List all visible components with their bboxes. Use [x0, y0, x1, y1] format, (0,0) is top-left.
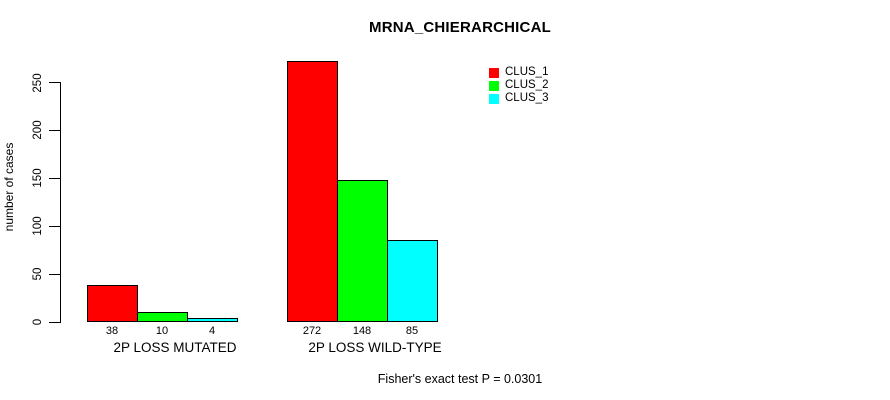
y-axis-line [59, 82, 61, 323]
legend-item-clus_1: CLUS_1 [489, 66, 548, 79]
legend-label: CLUS_1 [505, 66, 549, 78]
legend-item-clus_3: CLUS_3 [489, 92, 548, 105]
category-label: 2P LOSS WILD-TYPE [308, 340, 442, 355]
y-axis-tick [48, 273, 60, 275]
legend-color-swatch [489, 80, 499, 91]
legend-item-clus_2: CLUS_2 [489, 79, 548, 92]
chart-title: MRNA_CHIERARCHICAL [369, 19, 551, 36]
bar-clus_3-group2 [387, 240, 438, 323]
bar-clus_1-group1 [87, 285, 138, 323]
y-axis-tick [48, 129, 60, 131]
y-axis-tick [48, 177, 60, 179]
y-axis-tick-label: 50 [32, 267, 44, 281]
legend-color-swatch [489, 67, 499, 78]
bar-value-label: 10 [155, 325, 169, 337]
bar-clus_1-group2 [287, 60, 338, 323]
y-axis-tick [48, 321, 60, 323]
y-axis-tick [48, 82, 60, 83]
y-axis-tick-label: 250 [32, 72, 44, 93]
bar-value-label: 148 [352, 325, 372, 337]
y-axis-label: number of cases [2, 142, 16, 232]
bar-value-label: 4 [208, 325, 216, 337]
bar-clus_3-group1 [187, 317, 238, 323]
y-axis-tick-label: 100 [32, 216, 44, 236]
legend: CLUS_1 CLUS_2 CLUS_3 [489, 66, 548, 105]
y-axis-tick-label: 150 [32, 168, 44, 188]
bar-clus_2-group1 [137, 311, 188, 323]
legend-label: CLUS_3 [505, 92, 549, 104]
legend-label: CLUS_2 [505, 79, 549, 91]
legend-color-swatch [489, 93, 499, 104]
bar-value-label: 38 [105, 325, 119, 337]
category-label: 2P LOSS MUTATED [113, 340, 237, 355]
y-axis-tick-label: 200 [32, 120, 44, 140]
bar-value-label: 272 [302, 325, 322, 337]
y-axis-tick-label: 0 [32, 318, 44, 326]
bar-clus_2-group2 [337, 179, 388, 323]
bar-value-label: 85 [405, 325, 419, 337]
fisher-test-annotation: Fisher's exact test P = 0.0301 [377, 372, 543, 386]
y-axis-tick [48, 225, 60, 227]
